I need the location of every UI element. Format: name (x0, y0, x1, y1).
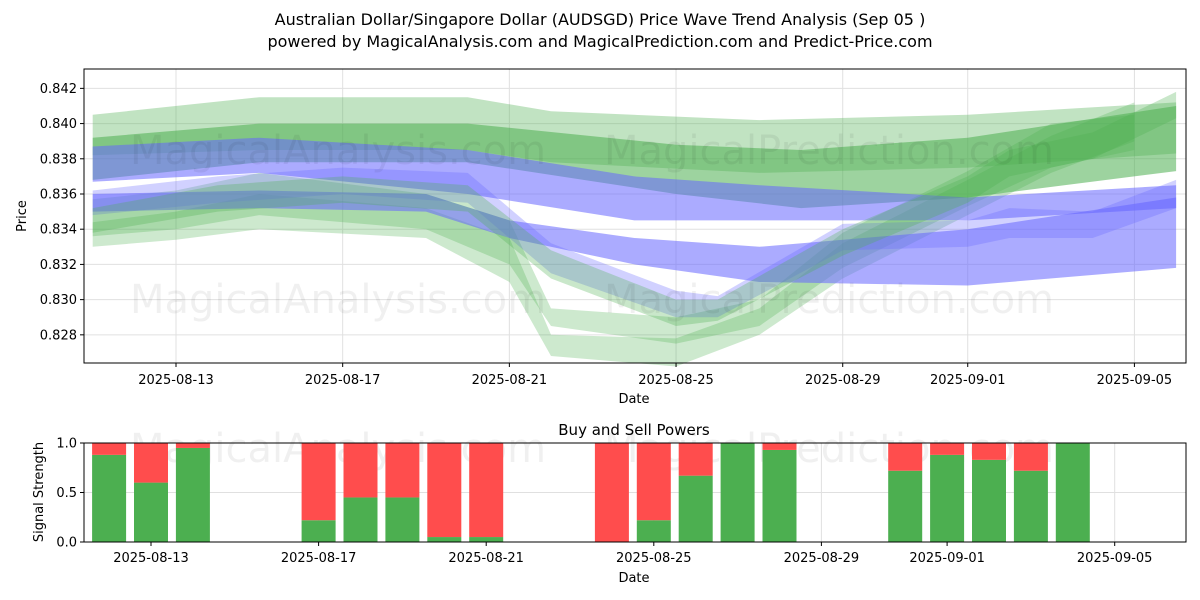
sell-bar (469, 443, 504, 538)
price-x-tick-label: 2025-08-17 (305, 373, 381, 388)
chart-title: Australian Dollar/Singapore Dollar (AUDS… (274, 10, 926, 29)
power-x-axis-label: Date (618, 571, 649, 586)
price-y-axis-label: Price (15, 200, 30, 232)
buy-bar (427, 537, 462, 542)
buy-bar (175, 447, 210, 542)
watermark: MagicalPrediction.com (604, 128, 1054, 174)
buy-bar (972, 459, 1006, 542)
watermark: MagicalAnalysis.com (130, 277, 546, 323)
buy-bar (301, 520, 336, 542)
sell-bar (427, 443, 462, 538)
price-y-ticks: 0.828 0.830 0.832 0.834 0.836 0.838 0.840 0.842 (40, 82, 84, 343)
sell-bar (385, 443, 420, 498)
sell-bar (888, 443, 923, 471)
price-bands (92, 91, 1177, 367)
buy-bar (92, 454, 127, 542)
buy-bar (930, 454, 965, 542)
buy-bar (678, 475, 713, 542)
price-y-tick-label: 0.832 (40, 258, 77, 273)
power-x-tick-label: 2025-09-05 (1077, 551, 1153, 566)
power-x-tick-label: 2025-08-21 (448, 551, 524, 566)
green-wave-band (92, 106, 1177, 209)
buy-bar (469, 537, 504, 542)
power-x-tick-label: 2025-09-01 (909, 551, 985, 566)
power-x-ticks: 2025-08-13 2025-08-17 2025-08-21 2025-08-25… (113, 542, 1152, 566)
sell-bar (636, 443, 671, 521)
sell-bar (972, 443, 1006, 460)
power-panel: Buy and Sell Powers MagicalAnalysis.com M… (32, 421, 1187, 586)
price-y-tick-label: 0.838 (40, 152, 77, 167)
buy-bar (762, 449, 797, 542)
power-y-tick-label: 0.5 (56, 486, 77, 501)
blue-wave-band (92, 137, 1177, 221)
power-chart-title: Buy and Sell Powers (558, 421, 710, 439)
sell-bar (930, 443, 965, 455)
price-x-tick-label: 2025-08-25 (638, 373, 714, 388)
power-x-tick-label: 2025-08-17 (281, 551, 357, 566)
price-x-tick-label: 2025-08-13 (138, 373, 214, 388)
price-y-tick-label: 0.830 (40, 293, 77, 308)
blue-wave-band (92, 167, 1177, 318)
power-y-axis-label: Signal Strength (32, 442, 47, 542)
power-bars (92, 443, 1090, 542)
power-y-tick-label: 1.0 (56, 437, 77, 452)
price-plot-frame (83, 68, 1187, 364)
buy-bar (134, 482, 168, 542)
sell-bar (343, 443, 378, 498)
power-y-ticks: 0.0 0.5 1.0 (56, 437, 84, 551)
sell-bar (92, 443, 127, 455)
buy-bar (636, 520, 671, 542)
buy-bar (1013, 470, 1048, 542)
sell-bar (1013, 443, 1048, 471)
price-y-tick-label: 0.842 (40, 82, 77, 97)
watermark: MagicalAnalysis.com (130, 128, 546, 174)
sell-bar (175, 443, 210, 448)
buy-bar (1055, 443, 1090, 542)
price-x-tick-label: 2025-09-01 (930, 373, 1006, 388)
sell-bar (134, 443, 168, 483)
blue-wave-band (92, 190, 1177, 286)
sell-bar (301, 443, 336, 521)
buy-bar (343, 497, 378, 542)
price-x-ticks: 2025-08-13 2025-08-17 2025-08-21 2025-08-25… (138, 363, 1172, 388)
price-x-tick-label: 2025-08-29 (805, 373, 881, 388)
sell-bar (594, 443, 629, 542)
watermark: MagicalPrediction.com (604, 277, 1054, 323)
buy-bar (720, 443, 755, 542)
buy-bar (385, 497, 420, 542)
green-wave-band (92, 114, 1135, 344)
price-watermarks: MagicalAnalysis.com MagicalPrediction.com… (130, 128, 1054, 323)
buy-bar (888, 470, 923, 542)
power-x-tick-label: 2025-08-25 (616, 551, 692, 566)
price-y-tick-label: 0.834 (40, 223, 77, 238)
sell-bar (678, 443, 713, 476)
power-x-tick-label: 2025-08-29 (784, 551, 860, 566)
price-panel: MagicalAnalysis.com MagicalPrediction.com… (15, 68, 1187, 407)
price-y-tick-label: 0.840 (40, 117, 77, 132)
price-x-tick-label: 2025-09-05 (1097, 373, 1173, 388)
chart-subtitle: powered by MagicalAnalysis.com and Magic… (267, 32, 933, 51)
power-x-tick-label: 2025-08-13 (113, 551, 189, 566)
sell-bar (762, 443, 797, 450)
power-y-tick-label: 0.0 (56, 536, 77, 551)
price-x-axis-label: Date (618, 392, 649, 407)
price-y-tick-label: 0.836 (40, 187, 77, 202)
price-y-tick-label: 0.828 (40, 328, 77, 343)
price-x-tick-label: 2025-08-21 (472, 373, 548, 388)
